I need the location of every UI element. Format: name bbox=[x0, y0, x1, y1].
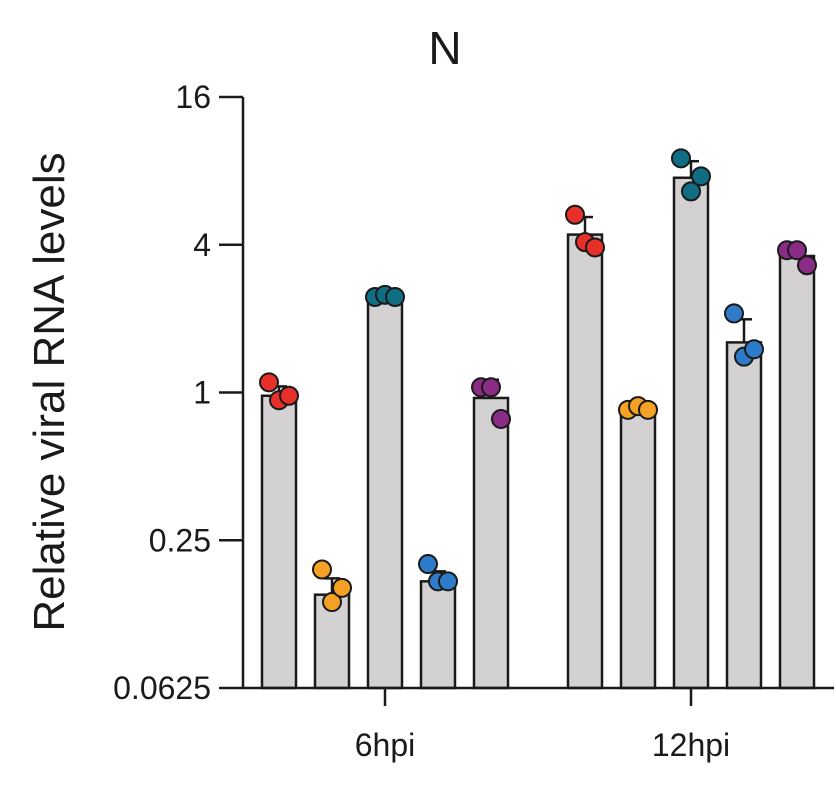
bar bbox=[778, 254, 816, 690]
data-point bbox=[787, 240, 807, 261]
data-point bbox=[638, 399, 658, 420]
ticks-layer: 0.0625 0.25 1 4 16 6hpi 12hpi bbox=[113, 79, 730, 763]
data-point bbox=[585, 237, 605, 258]
data-point bbox=[385, 286, 405, 307]
bar-group bbox=[312, 559, 352, 690]
bar bbox=[366, 295, 404, 690]
y-axis-label: Relative viral RNA levels bbox=[25, 152, 74, 631]
bar-group bbox=[418, 554, 458, 690]
bars-layer bbox=[259, 148, 817, 690]
data-point bbox=[744, 339, 764, 360]
data-point bbox=[691, 166, 711, 187]
y-tick-label: 0.0625 bbox=[113, 670, 211, 706]
data-point bbox=[259, 372, 279, 393]
bar-group bbox=[618, 396, 658, 690]
y-tick-label: 4 bbox=[193, 227, 211, 263]
bar-group bbox=[724, 303, 764, 690]
y-tick-label: 16 bbox=[175, 79, 211, 115]
bar bbox=[672, 176, 710, 690]
data-point bbox=[724, 303, 744, 324]
data-point bbox=[797, 255, 817, 276]
y-tick-label: 0.25 bbox=[149, 522, 211, 558]
data-point bbox=[279, 385, 299, 406]
bar bbox=[619, 407, 657, 690]
data-point bbox=[491, 408, 511, 429]
data-point bbox=[438, 571, 458, 592]
data-point bbox=[418, 554, 438, 575]
bar bbox=[260, 394, 298, 690]
bar bbox=[725, 341, 763, 690]
bar-group bbox=[671, 148, 711, 690]
data-point bbox=[671, 148, 691, 169]
bar-group bbox=[471, 377, 511, 690]
bar bbox=[566, 233, 604, 690]
y-tick-label: 1 bbox=[193, 375, 211, 411]
data-point bbox=[322, 592, 342, 613]
data-point bbox=[332, 577, 352, 598]
x-tick-label: 6hpi bbox=[355, 727, 416, 763]
data-point bbox=[565, 204, 585, 225]
bar bbox=[419, 580, 457, 690]
x-tick-label: 12hpi bbox=[652, 727, 730, 763]
bar-group bbox=[365, 284, 405, 690]
bar-group bbox=[259, 372, 299, 690]
bar bbox=[472, 396, 510, 690]
bar-group bbox=[565, 204, 605, 690]
data-point bbox=[681, 181, 701, 202]
chart-title: N bbox=[428, 22, 461, 74]
data-point bbox=[481, 377, 501, 398]
bar-group bbox=[777, 240, 817, 690]
data-point bbox=[312, 559, 332, 580]
